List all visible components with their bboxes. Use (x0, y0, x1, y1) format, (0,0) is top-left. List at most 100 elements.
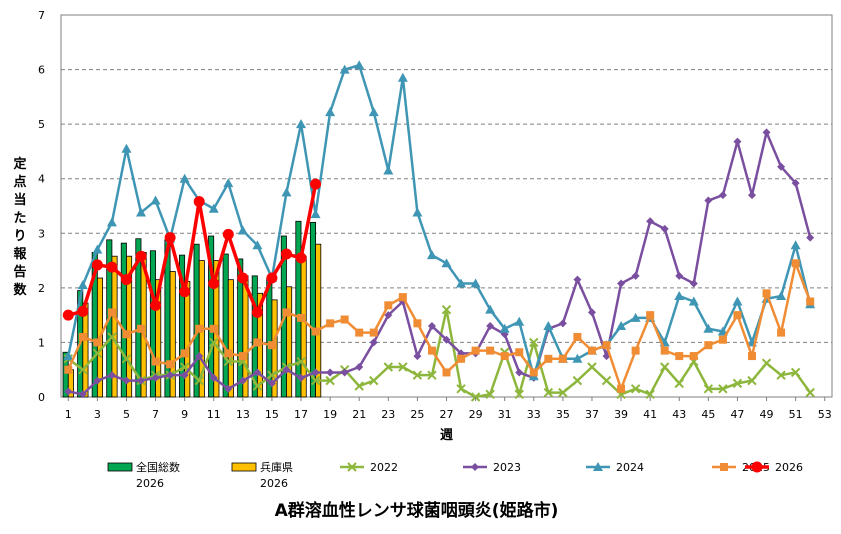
point-2025-w34 (544, 354, 553, 363)
x-tick-label: 31 (498, 408, 512, 421)
point-2026-w11 (208, 277, 220, 289)
point-2025-w27 (442, 368, 451, 377)
point-2023-w40 (631, 271, 640, 280)
legend-swatch-bar-0 (107, 462, 133, 472)
x-tick-label: 5 (123, 408, 130, 421)
point-2024-w9 (179, 173, 190, 183)
chart-title: A群溶血性レンサ球菌咽頭炎(姫路市) (275, 500, 559, 521)
point-2022-w47 (732, 378, 743, 389)
point-2024-w30 (485, 304, 496, 314)
x-tick-label: 49 (760, 408, 774, 421)
point-2022-w11 (209, 337, 219, 348)
point-2022-w37 (587, 362, 597, 372)
point-2023-w26 (427, 322, 436, 331)
bar-hyogo-w18 (315, 243, 322, 398)
point-2023-w41 (646, 217, 655, 226)
point-2026-w2 (77, 305, 89, 317)
point-2024-w19 (325, 107, 336, 117)
legend-marker-2024 (593, 462, 603, 471)
series-2026 (62, 178, 322, 321)
point-2026-w14 (251, 306, 263, 318)
point-2024-w39 (616, 321, 627, 331)
bar-national-w10 (193, 243, 200, 398)
point-2024-w18 (310, 209, 321, 219)
point-2022-w32 (514, 389, 524, 399)
point-2023-w47 (733, 137, 742, 146)
bar-national-w5 (120, 242, 127, 398)
point-2023-w52 (806, 233, 815, 242)
point-2025-w20 (340, 315, 349, 324)
x-axis-label: 週 (440, 428, 453, 443)
point-2023-w30 (486, 322, 495, 331)
point-2026-w16 (280, 248, 292, 260)
x-tick-label: 23 (381, 408, 395, 421)
point-2022-w45 (703, 384, 714, 394)
point-2024-w40 (630, 312, 641, 322)
point-2024-w14 (252, 240, 263, 250)
x-tick-label: 51 (789, 408, 803, 421)
point-2022-w10 (194, 375, 204, 386)
point-2024-w44 (688, 296, 699, 306)
point-2025-w9 (180, 349, 189, 358)
bar-hyogo-w9 (184, 280, 191, 398)
point-2024-w31 (499, 323, 510, 333)
legend: 全国総数2026兵庫県202620222023202420252026 (107, 460, 803, 490)
point-2025-w39 (617, 384, 626, 393)
point-2023-w37 (587, 308, 596, 317)
series-line-2022 (67, 308, 812, 399)
point-2026-w7 (150, 299, 162, 311)
point-2024-w43 (674, 291, 685, 301)
point-2025-w24 (398, 293, 407, 302)
point-2023-w14 (253, 368, 262, 377)
legend-label-2023: 2023 (493, 461, 521, 474)
point-2023-w43 (675, 271, 684, 280)
point-2022-w38 (601, 375, 612, 386)
point-2024-w7 (150, 195, 161, 205)
point-2024-w3 (92, 244, 103, 254)
legend-label-bar-0: 全国総数 (136, 460, 180, 474)
point-2024-w17 (296, 119, 307, 129)
point-2022-w42 (660, 362, 670, 372)
y-axis-label: 定点当たり報告数 (12, 156, 27, 298)
point-2025-w43 (675, 352, 684, 361)
point-2024-w29 (470, 278, 481, 288)
point-2023-w10 (195, 352, 204, 361)
point-2022-w27 (441, 304, 452, 315)
point-2025-w25 (413, 319, 422, 328)
point-2025-w48 (747, 352, 756, 361)
x-tick-label: 19 (323, 408, 337, 421)
point-2025-w7 (151, 357, 160, 366)
point-2024-w5 (121, 143, 132, 153)
point-2023-w20 (340, 368, 349, 377)
bar-national-w12 (222, 253, 229, 398)
point-2022-w23 (383, 362, 394, 372)
point-2025-w2 (78, 332, 87, 341)
point-2025-w49 (762, 289, 771, 298)
point-2025-w11 (209, 324, 218, 333)
point-2026-w8 (164, 232, 176, 244)
point-2024-w23 (383, 165, 394, 175)
point-2022-w36 (572, 375, 583, 386)
series-line-2024 (67, 63, 812, 378)
point-2024-w16 (281, 187, 292, 197)
point-2026-w17 (295, 252, 307, 264)
point-2023-w19 (326, 368, 335, 377)
point-2025-w44 (689, 352, 698, 361)
point-2022-w17 (296, 356, 306, 367)
point-2024-w2 (77, 280, 88, 290)
x-tick-label: 7 (152, 408, 159, 421)
x-tick-label: 17 (294, 408, 308, 421)
point-2023-w42 (660, 224, 669, 233)
point-2025-w10 (195, 324, 204, 333)
point-2024-w28 (456, 278, 467, 288)
x-tick-label: 35 (556, 408, 570, 421)
bar-hyogo-w8 (169, 271, 176, 398)
legend-label-2024: 2024 (616, 461, 644, 474)
series-line-2025 (67, 262, 812, 391)
point-2024-w34 (543, 321, 554, 331)
x-tick-label: 1 (65, 408, 72, 421)
y-tick-label: 5 (38, 118, 45, 131)
point-2025-w26 (427, 346, 436, 355)
point-2022-w35 (558, 387, 568, 398)
point-2023-w23 (384, 311, 393, 320)
